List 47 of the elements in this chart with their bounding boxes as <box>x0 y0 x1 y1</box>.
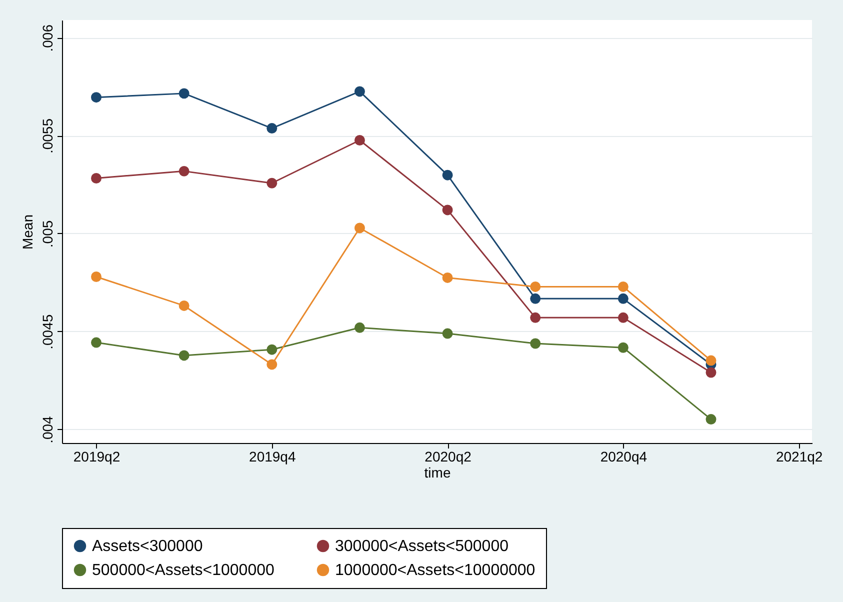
point <box>530 293 541 304</box>
point <box>706 355 716 366</box>
point <box>530 281 541 292</box>
point <box>530 338 541 349</box>
point <box>91 92 102 103</box>
x-tick-label: 2019q2 <box>73 448 120 464</box>
y-tick-label: .005 <box>40 220 56 248</box>
point <box>178 88 190 99</box>
point <box>618 342 628 353</box>
legend-label: 300000<Assets<500000 <box>335 538 509 555</box>
x-tick-label: 2021q2 <box>776 448 823 464</box>
point <box>354 222 365 234</box>
point <box>442 204 453 216</box>
point <box>266 359 278 370</box>
point <box>618 312 628 323</box>
y-tick-label: .0055 <box>40 118 56 154</box>
point <box>706 414 716 425</box>
legend-label: 500000<Assets<1000000 <box>92 562 274 579</box>
y-tick-label: .004 <box>40 416 56 444</box>
y-tick-label: .0045 <box>40 314 56 350</box>
point <box>618 281 628 292</box>
point <box>266 178 278 188</box>
point <box>442 328 453 339</box>
point <box>618 293 628 304</box>
legend-label: Assets<300000 <box>92 538 203 555</box>
y-tick-label: .006 <box>40 24 56 52</box>
point <box>178 166 190 176</box>
point <box>266 344 278 355</box>
point <box>442 170 453 180</box>
point <box>91 173 102 184</box>
point <box>530 312 541 323</box>
x-tick-label: 2019q4 <box>249 448 296 464</box>
legend-label: 1000000<Assets<10000000 <box>335 562 536 579</box>
x-tick-label: 2020q4 <box>600 448 648 464</box>
point <box>442 272 453 283</box>
point <box>706 367 716 378</box>
y-axis-title: Mean <box>20 214 36 250</box>
point <box>354 86 365 97</box>
point <box>266 123 278 134</box>
point <box>91 337 102 348</box>
point <box>91 272 102 282</box>
point <box>178 300 190 311</box>
point <box>178 350 190 361</box>
x-tick-label: 2020q2 <box>424 448 472 464</box>
point <box>354 135 365 146</box>
point <box>354 322 365 333</box>
x-axis-title: time <box>424 464 451 480</box>
